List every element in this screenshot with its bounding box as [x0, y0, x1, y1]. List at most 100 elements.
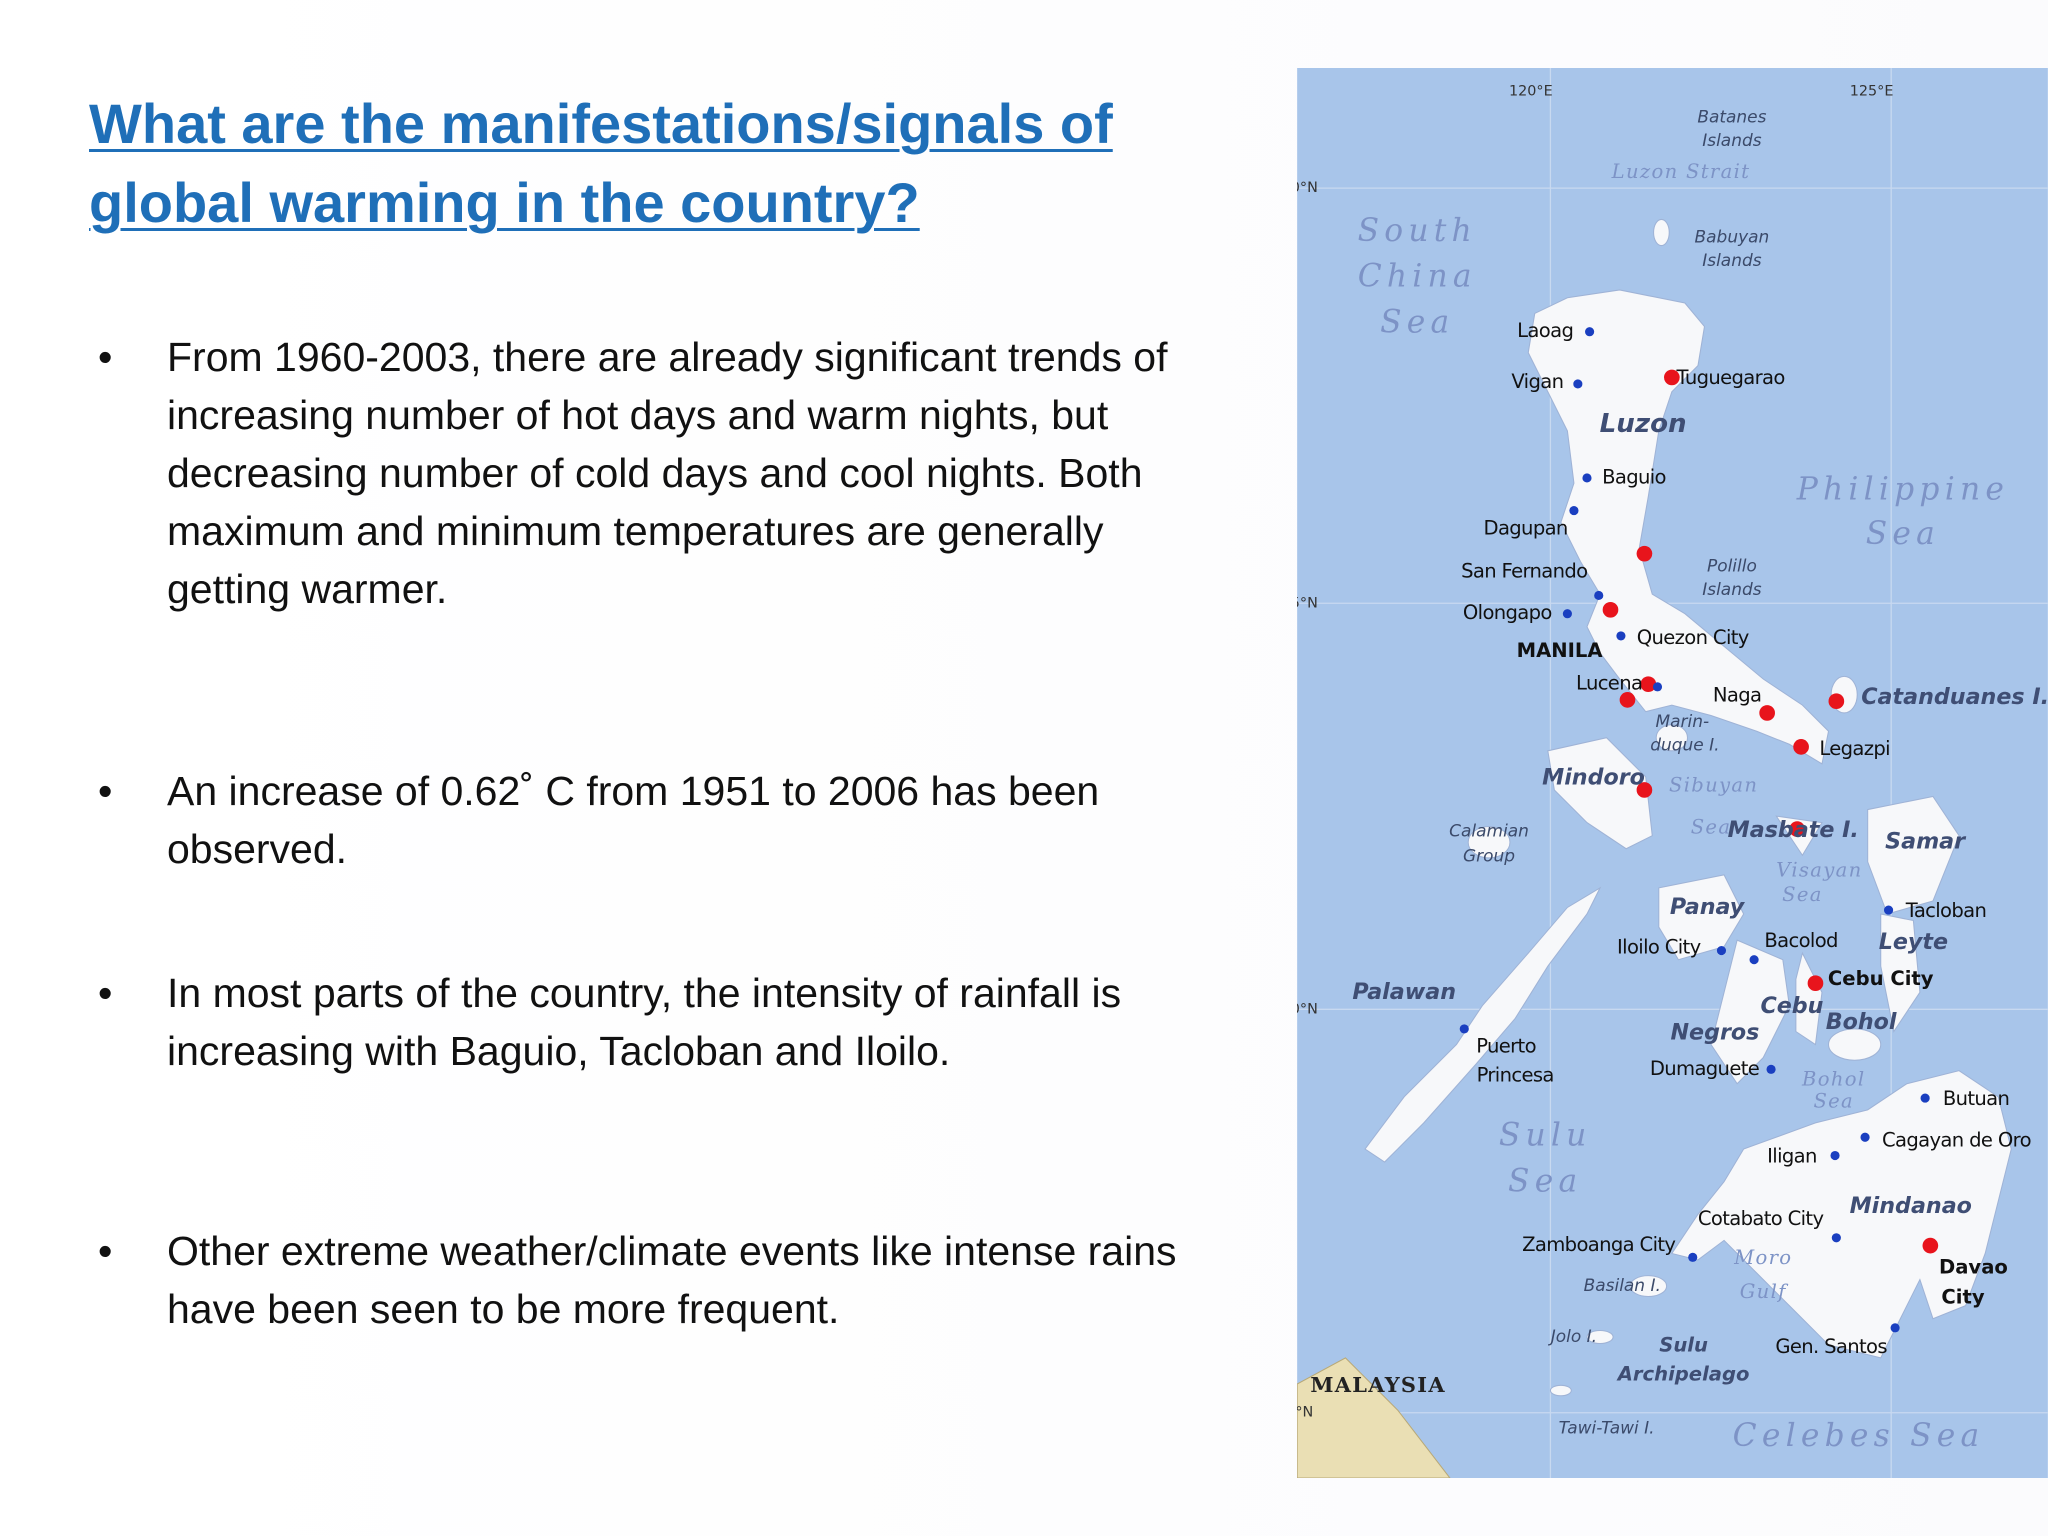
city-dot [1688, 1252, 1698, 1262]
map-label: Palawan [1352, 979, 1456, 1005]
borneo [1297, 1357, 1451, 1478]
station-dot [1664, 369, 1680, 386]
map-label: Cagayan de Oro [1882, 1129, 2031, 1152]
station-dot [1636, 782, 1653, 798]
map-label: 5°N [1297, 1405, 1313, 1421]
city-dot [1860, 1132, 1870, 1142]
bullet-dot: • [98, 1228, 113, 1274]
station-dot [1619, 692, 1636, 708]
map-label: duque I. [1650, 736, 1719, 756]
map-label: Babuyan [1695, 228, 1770, 248]
map-label: Bohol [1801, 1067, 1865, 1090]
station-dot [1793, 739, 1809, 755]
city-dot [1582, 473, 1592, 483]
map-label: 125°E [1850, 84, 1894, 100]
city-dot [1616, 631, 1626, 641]
map-label: MALAYSIA [1310, 1372, 1446, 1397]
map-label: Moro [1733, 1246, 1792, 1269]
map-label: Masbate I. [1728, 817, 1859, 843]
map-label: 10°N [1297, 1001, 1318, 1017]
map-label: Bacolod [1764, 929, 1837, 952]
map-label: Quezon City [1637, 626, 1749, 649]
map-label: Vigan [1511, 370, 1563, 393]
map-label: Marin- [1655, 712, 1709, 732]
map-label: Zamboanga City [1522, 1233, 1675, 1256]
map-label: Group [1463, 847, 1515, 867]
map-label: Tuguegarao [1675, 366, 1784, 389]
map-label: Islands [1702, 580, 1761, 600]
map-label: Sea [1508, 1163, 1582, 1199]
map-label: Luzon [1600, 409, 1687, 439]
map-label: Butuan [1943, 1087, 2009, 1110]
city-dot [1459, 1024, 1469, 1034]
bullet-dot: • [98, 970, 113, 1016]
map-label: Cebu City [1828, 967, 1934, 990]
city-dot [1920, 1093, 1930, 1103]
map-label: Sea [1782, 883, 1823, 906]
station-dot [1807, 975, 1824, 992]
city-dot [1585, 327, 1595, 337]
map-label: Tawi-Tawi I. [1559, 1418, 1655, 1438]
station-dot [1640, 676, 1657, 693]
map-label: Luzon Strait [1611, 160, 1751, 183]
city-dot [1594, 590, 1604, 601]
land [1364, 218, 2012, 1397]
map-label: Sea [1813, 1090, 1854, 1113]
map-label: Basilan I. [1584, 1276, 1661, 1296]
map-label: Negros [1670, 1019, 1759, 1045]
map-label: 20°N [1297, 180, 1318, 196]
city-dot [1831, 1233, 1841, 1243]
map-label: Baguio [1602, 465, 1666, 488]
map-label: Polillo [1707, 557, 1757, 577]
map-label: Dumaguete [1650, 1057, 1759, 1080]
map-label: Tacloban [1905, 899, 1987, 922]
map-label: China [1358, 259, 1477, 295]
map-label: Jolo I. [1548, 1327, 1597, 1347]
map-label: Mindanao [1850, 1193, 1972, 1219]
map-label: Sibuyan [1669, 774, 1758, 797]
map-label: South [1358, 213, 1477, 249]
map-label: Iligan [1767, 1144, 1817, 1167]
city-dot [1766, 1064, 1776, 1074]
map-label: Sea [1866, 516, 1940, 552]
map-label: Catanduanes I. [1861, 684, 2048, 710]
map-label: Islands [1702, 251, 1761, 271]
map-label: Iloilo City [1617, 935, 1701, 958]
map-label: City [1941, 1285, 1984, 1308]
map-label: 120°E [1509, 84, 1553, 100]
map-label: Sulu [1659, 1334, 1708, 1357]
city-dot [1562, 609, 1572, 619]
map-label: Bohol [1826, 1009, 1897, 1035]
map-label: Gen. Santos [1775, 1335, 1887, 1358]
map-label: Visayan [1776, 858, 1862, 881]
map-label: Islands [1702, 131, 1761, 151]
map-label: San Fernando [1461, 559, 1587, 582]
station-dot [1759, 705, 1775, 721]
bullet-text: From 1960-2003, there are already signif… [167, 334, 1168, 612]
map-label: Lucena [1576, 672, 1642, 695]
map-label: Naga [1713, 683, 1761, 706]
map-label: Davao [1939, 1255, 2008, 1278]
city-dot [1569, 506, 1579, 516]
station-dot [1602, 601, 1619, 618]
map-label: Calamian [1449, 822, 1529, 842]
map-label: Gulf [1740, 1280, 1789, 1303]
map-label: Sea [1691, 815, 1732, 838]
philippines-map: 120°E 125°E 20°N 15°N 10°N 5°N Batanes Islands L… [1297, 68, 2048, 1478]
bullet-dot: • [98, 768, 113, 814]
station-dot [1922, 1237, 1939, 1254]
map-label: Puerto [1476, 1035, 1536, 1058]
map-label: MANILA [1517, 639, 1604, 662]
map-label: Cebu [1760, 993, 1823, 1019]
city-dot [1716, 945, 1727, 956]
city-dot [1573, 379, 1583, 389]
map-label: Celebes Sea [1733, 1418, 1985, 1454]
bullet-text: An increase of 0.62˚ C from 1951 to 2006… [167, 768, 1100, 872]
city-dot [1884, 905, 1894, 915]
map-label: Olongapo [1463, 601, 1552, 624]
map-label: Sea [1380, 304, 1454, 340]
map-label: Samar [1885, 829, 1967, 855]
bullet-text: In most parts of the country, the intens… [167, 970, 1122, 1074]
map-label: Legazpi [1819, 737, 1890, 760]
